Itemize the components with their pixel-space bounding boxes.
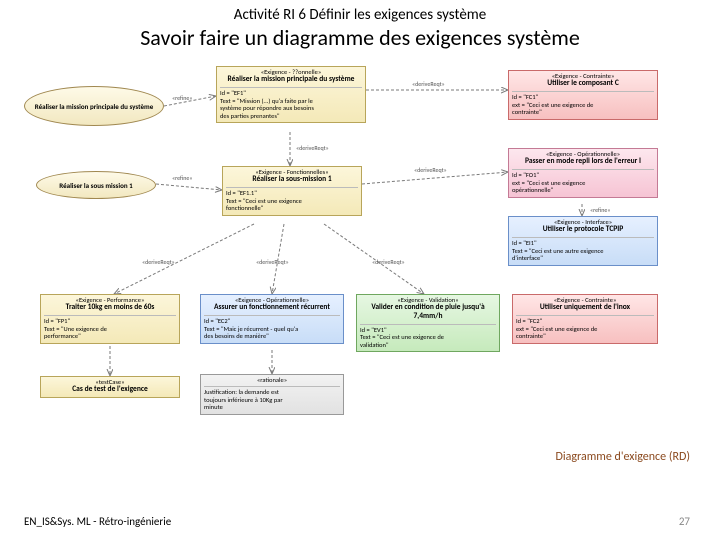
- requirement-b6: «Exigence - Performance»Traiter 10kg en …: [40, 294, 180, 344]
- requirement-b4: «Exigence - Opérationnelle»Passer en mod…: [508, 148, 658, 198]
- edge-label: «deriveReqt»: [414, 166, 447, 174]
- page-number: 27: [679, 515, 690, 528]
- requirement-b2: «Exigence - Contrainte»Utiliser le compo…: [508, 70, 658, 120]
- usecase-o2: Réaliser la sous mission 1: [36, 171, 156, 199]
- edge-label: «deriveReqt»: [296, 144, 329, 152]
- requirement-b7: «Exigence - Opérationnelle»Assurer un fo…: [200, 294, 344, 344]
- requirements-diagram: Réaliser la mission principale du systèm…: [24, 66, 696, 466]
- edge-label: «refine»: [590, 206, 610, 214]
- edge-label: «refine»: [172, 94, 192, 102]
- footer-left: EN_IS&Sys. ML - Rétro-ingénierie: [24, 515, 171, 528]
- edge-label: «refine»: [172, 174, 192, 182]
- requirement-b8: «Exigence - Validation»Valider en condit…: [356, 294, 500, 352]
- requirement-b10: «testCase»Cas de test de l'exigence: [40, 376, 180, 398]
- diagram-caption: Diagramme d'exigence (RD): [555, 450, 690, 464]
- requirement-b3: «Exigence - Fonctionnelles»Réaliser la s…: [222, 166, 362, 216]
- requirement-b1: «Exigence - ??onnelle»Réaliser la missio…: [216, 66, 366, 123]
- edge-label: «deriveReqt»: [256, 258, 289, 266]
- subtitle: Activité RI 6 Définir les exigences syst…: [0, 6, 720, 24]
- edge-label: «deriveReqt»: [142, 258, 175, 266]
- requirement-b9: «Exigence - Contrainte»Utiliser uniqueme…: [512, 294, 658, 344]
- edge-label: «deriveReqt»: [372, 258, 405, 266]
- usecase-o1: Réaliser la mission principale du systèm…: [24, 86, 164, 126]
- requirement-b11: «rationale»Justification: la demande est…: [200, 374, 344, 415]
- page-title: Savoir faire un diagramme des exigences …: [0, 24, 720, 51]
- edge-label: «deriveReqt»: [412, 80, 445, 88]
- requirement-b5: «Exigence - Interface»Utiliser le protoc…: [508, 216, 658, 266]
